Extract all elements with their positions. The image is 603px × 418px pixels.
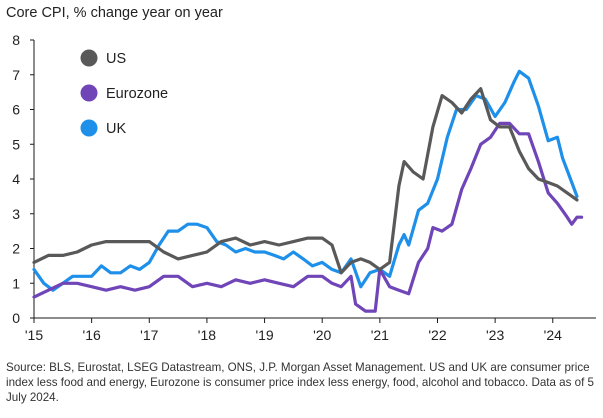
legend-label-uk: UK <box>106 121 126 137</box>
x-tick-label-2019: '19 <box>255 327 273 343</box>
legend-marker-uk <box>80 119 98 137</box>
y-tick-label-5: 5 <box>12 136 20 152</box>
legend-label-eurozone: Eurozone <box>106 86 168 102</box>
axes-layer: 0 1 2 3 4 5 6 7 8 '15 '16 '17 '18 '19 '20 '21 '22 '23 '24 <box>12 32 596 343</box>
x-tick-label-2021: '21 <box>371 327 389 343</box>
x-tick-label-2022: '22 <box>428 327 446 343</box>
x-tick-label-2020: '20 <box>313 327 331 343</box>
y-tick-label-6: 6 <box>12 102 20 118</box>
y-tick-label-4: 4 <box>12 171 20 187</box>
y-tick-label-3: 3 <box>12 206 20 222</box>
legend-marker-eurozone <box>80 84 98 102</box>
x-tick-label-2023: '23 <box>486 327 504 343</box>
y-tick-label-1: 1 <box>12 275 20 291</box>
legend-label-us: US <box>106 51 126 67</box>
core-cpi-line-chart: 012345678'15'16'17'18'19'20'21'22'23'24 … <box>12 32 596 343</box>
series-line-uk <box>32 69 579 292</box>
series-layer <box>32 69 584 313</box>
legend-item-us: US <box>80 49 126 67</box>
y-tick-label-7: 7 <box>12 67 20 83</box>
x-tick-label-2024: '24 <box>544 327 562 343</box>
legend: US Eurozone UK <box>80 49 168 137</box>
legend-marker-us <box>80 49 98 67</box>
x-tick-label-2017: '17 <box>140 327 158 343</box>
x-tick-label-2015: '15 <box>25 327 43 343</box>
x-tick-label-2016: '16 <box>83 327 101 343</box>
legend-item-uk: UK <box>80 119 126 137</box>
series-line-eurozone <box>32 121 584 313</box>
y-tick-label-0: 0 <box>12 310 20 326</box>
series-line-us <box>32 87 579 275</box>
legend-item-eurozone: Eurozone <box>80 84 168 102</box>
chart-title: Core CPI, % change year on year <box>6 5 223 21</box>
source-note: Source: BLS, Eurostat, LSEG Datastream, … <box>6 361 594 404</box>
y-tick-label-2: 2 <box>12 241 20 257</box>
y-tick-label-8: 8 <box>12 32 20 48</box>
x-tick-label-2018: '18 <box>198 327 216 343</box>
